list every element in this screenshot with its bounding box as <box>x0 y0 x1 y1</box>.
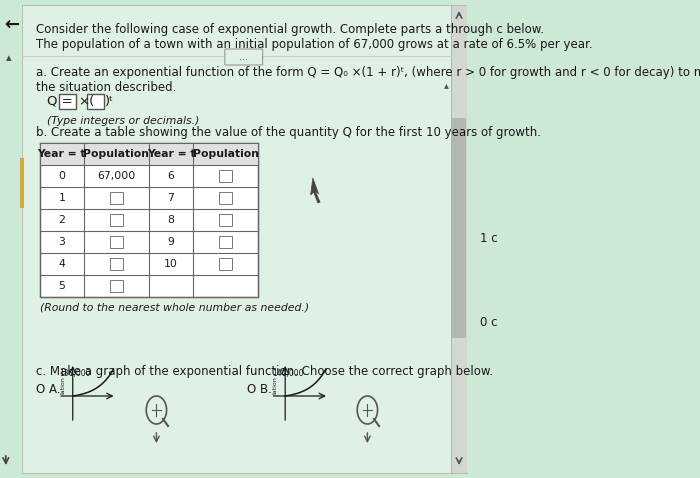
Text: 130,000: 130,000 <box>60 369 91 378</box>
Text: 9: 9 <box>167 237 174 247</box>
Text: ←: ← <box>4 16 19 34</box>
Text: ×(: ×( <box>78 95 94 108</box>
FancyBboxPatch shape <box>110 192 123 204</box>
FancyBboxPatch shape <box>110 214 123 226</box>
Text: lation: lation <box>273 376 278 394</box>
Text: 140,000: 140,000 <box>272 369 304 378</box>
FancyBboxPatch shape <box>40 143 258 297</box>
Text: a. Create an exponential function of the form Q = Q₀ ×(1 + r)ᵗ, (where r > 0 for: a. Create an exponential function of the… <box>36 66 700 79</box>
Text: 4: 4 <box>58 259 65 269</box>
FancyBboxPatch shape <box>40 143 258 165</box>
Text: 5: 5 <box>58 281 65 291</box>
Text: 67,000: 67,000 <box>97 171 136 181</box>
Text: 2: 2 <box>58 215 65 225</box>
Text: 0 c: 0 c <box>480 316 498 329</box>
Text: c. Make a graph of the exponential function. Choose the correct graph below.: c. Make a graph of the exponential funct… <box>36 365 493 378</box>
Text: 10: 10 <box>164 259 178 269</box>
FancyBboxPatch shape <box>467 5 507 473</box>
FancyBboxPatch shape <box>219 214 232 226</box>
FancyBboxPatch shape <box>219 192 232 204</box>
Text: (Round to the nearest whole number as needed.): (Round to the nearest whole number as ne… <box>40 302 309 312</box>
Text: O A.: O A. <box>36 383 61 396</box>
Text: O B.: O B. <box>247 383 272 396</box>
FancyBboxPatch shape <box>110 280 123 292</box>
Text: b. Create a table showing the value of the quantity Q for the first 10 years of : b. Create a table showing the value of t… <box>36 126 541 139</box>
FancyBboxPatch shape <box>219 170 232 182</box>
Text: 1: 1 <box>58 193 65 203</box>
Text: ...: ... <box>239 52 248 62</box>
FancyBboxPatch shape <box>225 49 262 65</box>
Text: ▴: ▴ <box>444 80 449 90</box>
Text: lation: lation <box>60 376 65 394</box>
FancyBboxPatch shape <box>452 118 466 338</box>
Text: Q =: Q = <box>48 95 73 108</box>
Text: the situation described.: the situation described. <box>36 81 176 94</box>
FancyBboxPatch shape <box>20 158 24 208</box>
FancyBboxPatch shape <box>22 5 451 473</box>
Text: Population: Population <box>83 149 149 159</box>
Text: 8: 8 <box>167 215 174 225</box>
FancyBboxPatch shape <box>219 236 232 248</box>
Text: 7: 7 <box>167 193 174 203</box>
Text: Year = t: Year = t <box>38 149 86 159</box>
FancyBboxPatch shape <box>110 258 123 270</box>
Text: 6: 6 <box>167 171 174 181</box>
Text: ▴: ▴ <box>6 53 11 63</box>
Text: Population: Population <box>193 149 258 159</box>
FancyBboxPatch shape <box>60 94 76 109</box>
FancyBboxPatch shape <box>451 5 467 473</box>
Text: Consider the following case of exponential growth. Complete parts a through c be: Consider the following case of exponenti… <box>36 23 545 36</box>
Text: (Type integers or decimals.): (Type integers or decimals.) <box>48 116 199 126</box>
Text: 1 c: 1 c <box>480 231 498 245</box>
Text: 0: 0 <box>58 171 65 181</box>
FancyBboxPatch shape <box>87 94 104 109</box>
Polygon shape <box>311 178 320 203</box>
FancyBboxPatch shape <box>219 258 232 270</box>
Text: The population of a town with an initial population of 67,000 grows at a rate of: The population of a town with an initial… <box>36 38 593 51</box>
Text: 3: 3 <box>58 237 65 247</box>
FancyBboxPatch shape <box>110 236 123 248</box>
Text: )ᵗ: )ᵗ <box>105 95 114 108</box>
Text: Year = t: Year = t <box>147 149 195 159</box>
